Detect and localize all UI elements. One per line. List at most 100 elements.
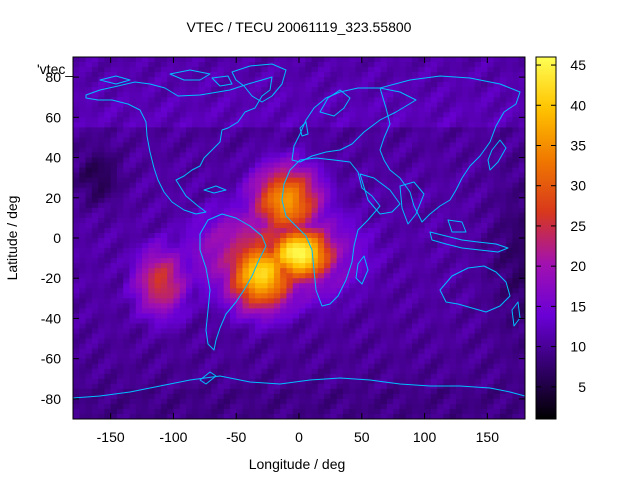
heatmap-cell <box>474 338 482 345</box>
heatmap-cell <box>123 368 131 375</box>
heatmap-cell <box>506 172 514 179</box>
heatmap-cell <box>336 97 344 103</box>
heatmap-cell <box>223 283 231 289</box>
heatmap-cell <box>455 142 463 149</box>
heatmap-cell <box>91 283 99 289</box>
heatmap-cell <box>487 243 495 249</box>
heatmap-cell <box>487 333 495 340</box>
heatmap-cell <box>317 278 325 284</box>
heatmap-cell <box>229 318 237 325</box>
heatmap-cell <box>330 318 338 325</box>
heatmap-cell <box>330 187 338 194</box>
heatmap-cell <box>148 87 156 93</box>
heatmap-cell <box>437 263 444 269</box>
heatmap-cell <box>349 82 357 88</box>
heatmap-cell <box>280 147 288 154</box>
heatmap-cell <box>280 107 288 113</box>
heatmap-cell <box>286 192 294 199</box>
heatmap-cell <box>412 298 419 304</box>
heatmap-cell <box>148 253 156 259</box>
heatmap-cell <box>292 142 300 149</box>
heatmap-cell <box>91 273 99 279</box>
heatmap-cell <box>430 298 438 304</box>
heatmap-cell <box>110 137 118 144</box>
chart-title: VTEC / TECU 20061119_323.55800 <box>187 19 412 35</box>
heatmap-cell <box>98 293 105 299</box>
heatmap-cell <box>242 192 250 199</box>
heatmap-cell <box>449 268 457 274</box>
heatmap-cell <box>399 132 407 139</box>
heatmap-cell <box>123 258 131 264</box>
heatmap-cell <box>110 82 118 88</box>
heatmap-cell <box>336 197 344 204</box>
heatmap-cell <box>418 348 426 355</box>
heatmap-cell <box>173 378 181 385</box>
heatmap-cell <box>355 333 363 340</box>
heatmap-cell <box>412 217 419 224</box>
heatmap-cell <box>380 273 388 279</box>
heatmap-cell <box>317 348 325 355</box>
heatmap-cell <box>280 268 288 274</box>
heatmap-cell <box>104 187 112 194</box>
heatmap-cell <box>98 268 105 274</box>
heatmap-cell <box>299 263 306 269</box>
heatmap-cell <box>299 298 306 304</box>
heatmap-cell <box>104 232 112 239</box>
heatmap-cell <box>386 172 394 179</box>
heatmap-cell <box>154 358 162 365</box>
heatmap-cell <box>449 288 457 294</box>
heatmap-cell <box>361 82 369 88</box>
heatmap-cell <box>255 77 262 83</box>
heatmap-cell <box>236 348 244 355</box>
heatmap-cell <box>116 278 124 284</box>
heatmap-cell <box>499 378 507 385</box>
heatmap-cell <box>198 117 206 123</box>
heatmap-cell <box>424 288 432 294</box>
heatmap-cell <box>468 117 476 123</box>
heatmap-cell <box>368 92 375 98</box>
heatmap-cell <box>142 283 149 289</box>
heatmap-cell <box>349 308 357 315</box>
heatmap-cell <box>242 318 250 325</box>
heatmap-cell <box>79 187 87 194</box>
heatmap-cell <box>79 303 87 309</box>
heatmap-cell <box>487 202 495 209</box>
heatmap-cell <box>123 227 131 234</box>
heatmap-cell <box>248 318 256 325</box>
heatmap-cell <box>437 172 444 179</box>
heatmap-cell <box>474 197 482 204</box>
heatmap-cell <box>430 333 438 340</box>
heatmap-cell <box>342 187 350 194</box>
heatmap-cell <box>186 263 193 269</box>
heatmap-cell <box>424 348 432 355</box>
heatmap-cell <box>242 67 250 73</box>
heatmap-cell <box>179 303 187 309</box>
heatmap-cell <box>242 227 250 234</box>
heatmap-cell <box>393 283 401 289</box>
heatmap-cell <box>462 142 470 149</box>
heatmap-cell <box>242 162 250 169</box>
heatmap-cell <box>437 137 444 144</box>
heatmap-cell <box>474 132 482 139</box>
heatmap-cell <box>443 238 451 244</box>
heatmap-cell <box>518 157 525 164</box>
heatmap-cell <box>236 112 244 118</box>
heatmap-cell <box>355 182 363 189</box>
heatmap-cell <box>167 273 175 279</box>
heatmap-cell <box>98 358 105 365</box>
heatmap-cell <box>167 243 175 249</box>
heatmap-cell <box>192 348 200 355</box>
heatmap-cell <box>267 313 275 320</box>
heatmap-cell <box>455 117 463 123</box>
heatmap-cell <box>198 87 206 93</box>
heatmap-cell <box>412 243 419 249</box>
heatmap-cell <box>443 137 451 144</box>
heatmap-cell <box>443 263 451 269</box>
heatmap-cell <box>324 303 331 309</box>
heatmap-cell <box>499 97 507 103</box>
heatmap-cell <box>98 383 105 390</box>
heatmap-cell <box>236 212 244 219</box>
heatmap-cell <box>273 102 281 108</box>
heatmap-cell <box>380 142 388 149</box>
heatmap-cell <box>116 308 124 315</box>
